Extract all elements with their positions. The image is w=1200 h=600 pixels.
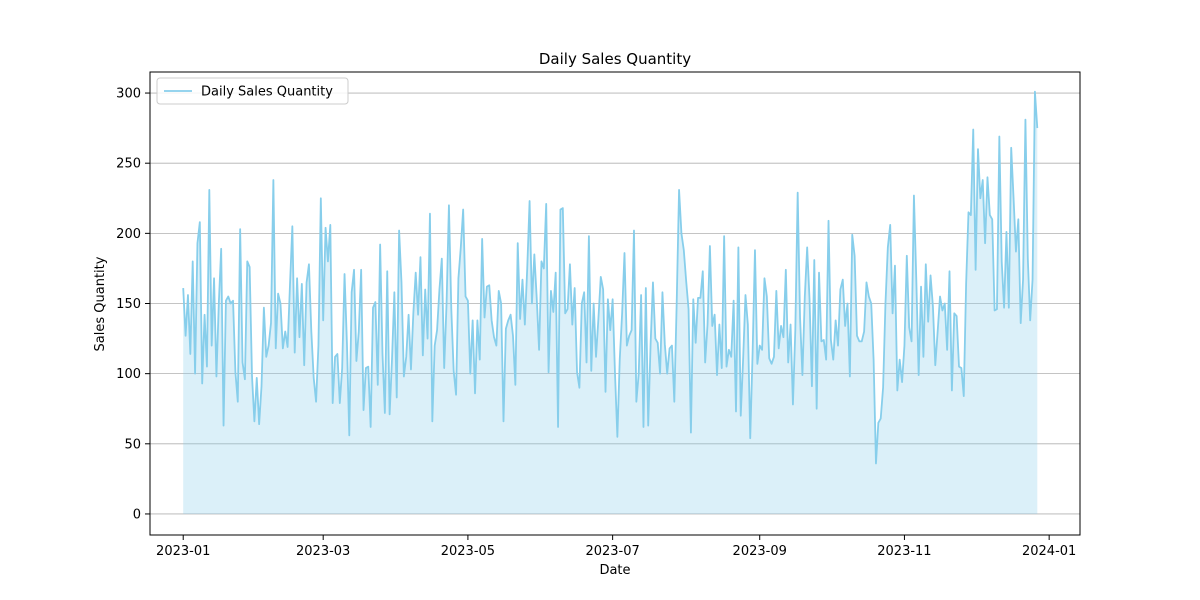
series-lines: [182, 90, 1039, 465]
y-axis-label: Sales Quantity: [93, 256, 108, 351]
y-tick-label-0: 0: [133, 507, 141, 522]
x-tick-label-0: 2023-01: [156, 544, 210, 559]
y-tick-label-3: 150: [116, 297, 141, 312]
y-tick-label-2: 100: [116, 367, 141, 382]
area-fill: [183, 91, 1038, 514]
x-tick-label-3: 2023-07: [585, 544, 639, 559]
legend: Daily Sales Quantity: [156, 77, 349, 105]
legend-label-0: Daily Sales Quantity: [201, 85, 333, 100]
x-tick-label-6: 2024-01: [1022, 544, 1076, 559]
y-tick-label-5: 250: [116, 157, 141, 172]
x-tick-label-2: 2023-05: [441, 544, 495, 559]
legend-box: [156, 77, 349, 105]
chart-title: Daily Sales Quantity: [539, 50, 691, 68]
x-axis-label: Date: [599, 563, 630, 578]
x-tick-label-4: 2023-09: [733, 544, 787, 559]
y-tick-label-6: 300: [116, 87, 141, 102]
y-tick-label-1: 50: [124, 437, 141, 452]
y-axis: 0 50 100 150 200 250 300: [116, 87, 150, 522]
series-area-0: [183, 91, 1038, 514]
series-line-0: [182, 90, 1039, 465]
x-tick-label-1: 2023-03: [296, 544, 350, 559]
x-tick-label-5: 2023-11: [877, 544, 931, 559]
x-axis: 2023-01 2023-03 2023-05 2023-07 2023-09 2023-…: [156, 535, 1076, 559]
y-tick-label-4: 200: [116, 227, 141, 242]
